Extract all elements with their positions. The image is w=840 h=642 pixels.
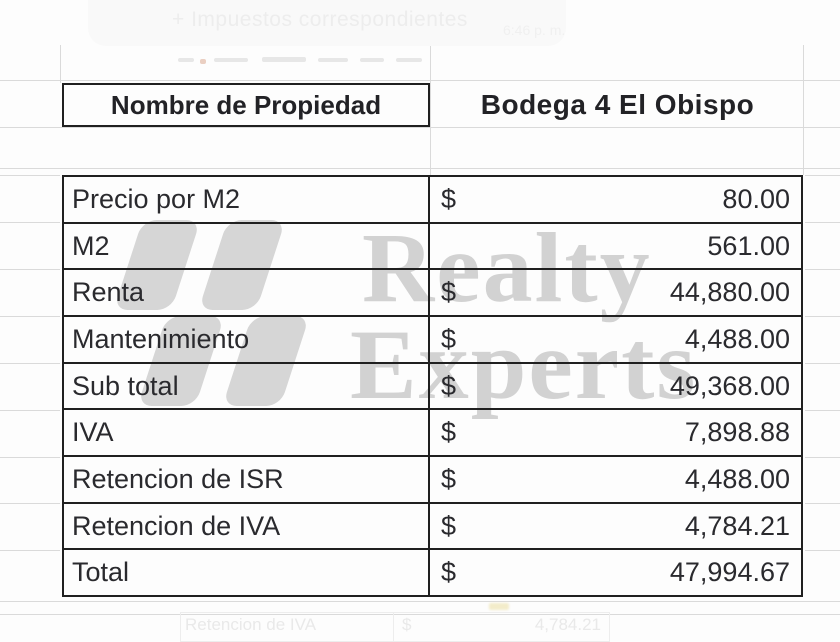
chat-message-text: + Impuestos correspondientes [172, 8, 468, 31]
cut-text-fragment [200, 59, 206, 64]
row-label: Mantenimiento [64, 317, 430, 362]
table-row: Renta $ 44,880.00 [64, 270, 801, 318]
gridline-stub [805, 316, 840, 317]
row-label: M2 [64, 223, 430, 269]
cut-text-fragment [396, 58, 422, 62]
gridline-horizontal [0, 80, 840, 81]
row-label: Precio por M2 [64, 177, 430, 222]
gridline-stub [0, 410, 60, 411]
chat-timestamp: 6:46 p. m. [503, 22, 566, 38]
gridline-stub [805, 269, 840, 270]
highlight-fragment [489, 603, 509, 610]
gridline-horizontal [0, 168, 840, 169]
row-currency: $ [441, 370, 457, 401]
row-currency: $ [441, 463, 457, 494]
table-row: Mantenimiento $ 4,488.00 [64, 317, 801, 364]
row-value-cell: $ 4,488.00 [430, 317, 801, 362]
cut-text-fragment [178, 58, 194, 62]
row-value-cell: $ 80.00 [430, 177, 801, 222]
gridline-stub [805, 410, 840, 411]
row-value: 49,368.00 [669, 370, 790, 401]
row-value-cell: $ 44,880.00 [430, 270, 801, 315]
ghost-row-label: Retencion de IVA [181, 613, 394, 641]
table-row: M2 561.00 [64, 223, 801, 271]
property-name-header-label: Nombre de Propiedad [110, 89, 382, 120]
row-value: 44,880.00 [669, 277, 790, 308]
row-value: 4,488.00 [684, 463, 790, 494]
property-name-value-cell: Bodega 4 El Obispo [432, 83, 803, 127]
cut-text-fragment [262, 57, 306, 62]
gridline-vertical [803, 45, 804, 175]
row-value-cell: $ 4,488.00 [430, 457, 801, 502]
row-value: 80.00 [722, 183, 790, 214]
gridline-stub [0, 222, 60, 223]
gridline-stub [805, 175, 840, 176]
gridline-horizontal [0, 614, 840, 615]
row-value-cell: $ 7,898.88 [430, 410, 801, 455]
property-name-header-cell: Nombre de Propiedad [62, 83, 430, 127]
row-currency: $ [441, 183, 457, 214]
row-currency: $ [441, 510, 457, 541]
row-value: 7,898.88 [684, 417, 790, 448]
row-value: 47,994.67 [669, 557, 790, 588]
row-label: Sub total [64, 363, 430, 409]
table-row: Sub total $ 49,368.00 [64, 363, 801, 411]
row-label: Renta [64, 270, 430, 316]
gridline-stub [805, 363, 840, 364]
row-currency: $ [441, 417, 457, 448]
gridline-vertical [430, 45, 431, 175]
row-value: 561.00 [707, 230, 790, 261]
row-value-cell: 561.00 [430, 224, 801, 269]
cut-text-fragment [318, 58, 348, 62]
gridline-horizontal [0, 127, 840, 128]
chat-bubble [88, 0, 566, 46]
row-label: Retencion de ISR [64, 457, 430, 502]
row-value: 4,784.21 [684, 510, 790, 541]
property-name-value: Bodega 4 El Obispo [480, 89, 755, 120]
gridline-stub [805, 222, 840, 223]
watermark-text-experts: Experts [350, 309, 698, 420]
calculation-table: Precio por M2 $ 80.00 M2 561.00 Renta $ … [62, 175, 803, 597]
gridline-stub [0, 175, 60, 176]
row-value: 4,488.00 [684, 323, 790, 354]
gridline-vertical [60, 45, 61, 83]
row-currency: $ [441, 323, 457, 354]
gridline-stub [0, 550, 60, 551]
row-label: Retencion de IVA [64, 503, 430, 549]
cut-text-fragment [360, 58, 384, 62]
gridline-stub [0, 503, 60, 504]
gridline-stub [0, 269, 60, 270]
table-row: Precio por M2 $ 80.00 [64, 177, 801, 224]
gridline-stub [805, 550, 840, 551]
cut-text-fragment [214, 58, 248, 62]
table-row: IVA $ 7,898.88 [64, 410, 801, 458]
row-value-cell: $ 4,784.21 [430, 504, 801, 549]
table-row: Total $ 47,994.67 [64, 550, 801, 596]
gridline-stub [0, 457, 60, 458]
gridline-stub [0, 316, 60, 317]
ghost-row-currency: $ [402, 615, 412, 634]
row-value-cell: $ 47,994.67 [430, 550, 801, 595]
gridline-stub [805, 457, 840, 458]
gridline-horizontal [0, 601, 840, 602]
row-label: Total [64, 550, 430, 596]
watermark-text-realty: Realty [362, 212, 652, 323]
ghost-row-value-cell: $ 4,784.21 [394, 613, 609, 641]
row-currency: $ [441, 557, 457, 588]
row-value-cell: $ 49,368.00 [430, 364, 801, 409]
ghost-table-row: Retencion de IVA $ 4,784.21 [180, 612, 610, 642]
row-label: IVA [64, 410, 430, 456]
ghost-row-value: 4,784.21 [534, 615, 601, 634]
gridline-stub [0, 363, 60, 364]
table-row: Retencion de ISR $ 4,488.00 [64, 457, 801, 504]
gridline-stub [805, 503, 840, 504]
table-row: Retencion de IVA $ 4,784.21 [64, 503, 801, 551]
row-currency: $ [441, 277, 457, 308]
